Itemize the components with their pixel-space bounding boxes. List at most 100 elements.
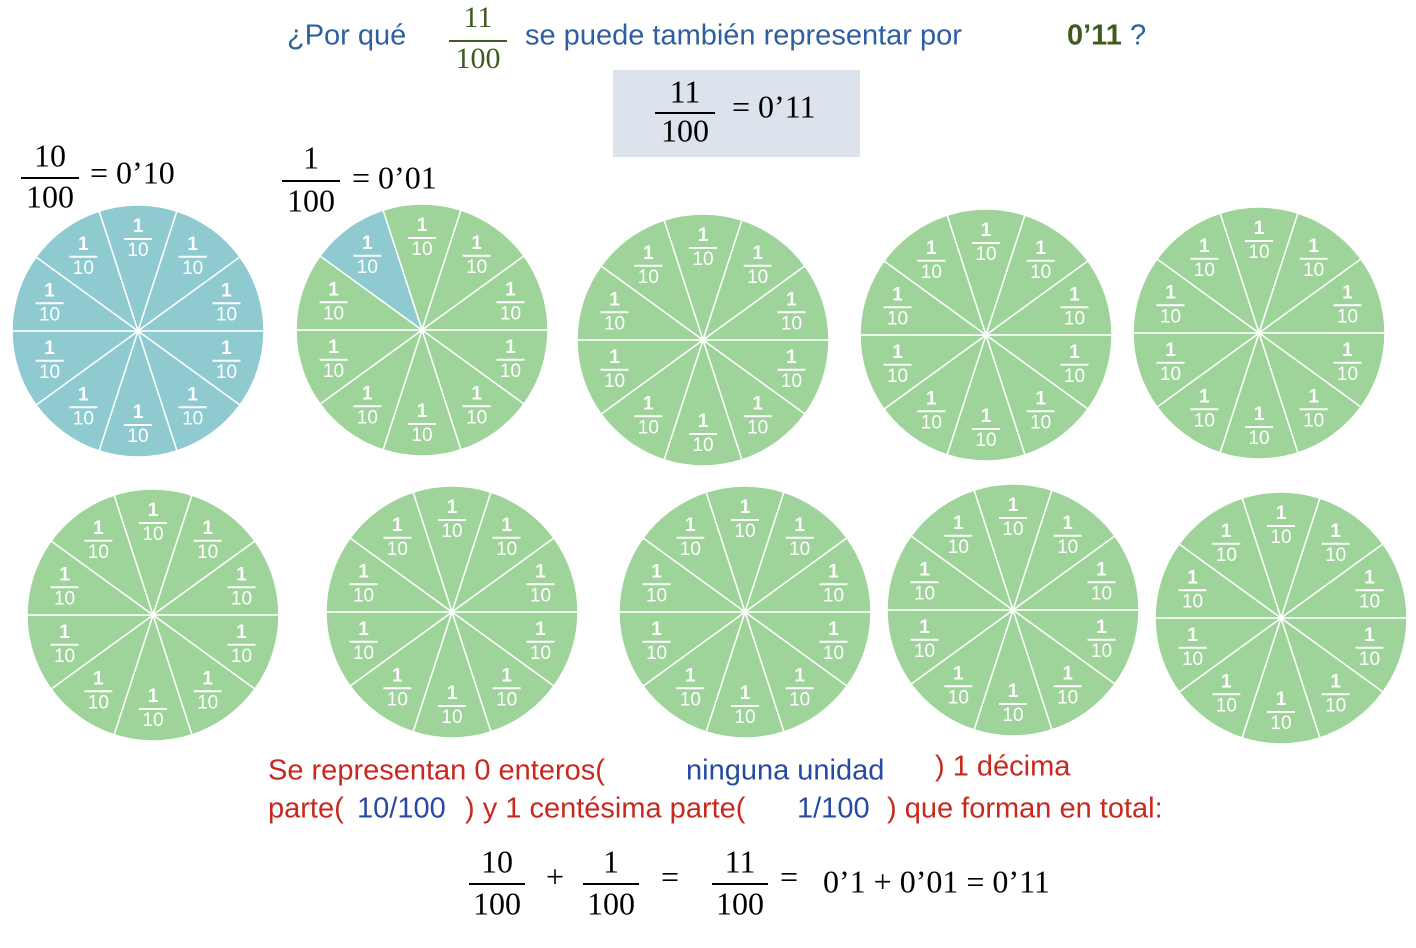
sector-numerator: 1 (685, 515, 696, 536)
sector-denominator: 10 (680, 689, 701, 710)
sector-denominator: 10 (142, 524, 163, 545)
sector-denominator: 10 (1194, 410, 1215, 431)
sector-numerator: 1 (1364, 625, 1375, 646)
sector-denominator: 10 (54, 646, 75, 667)
sector (1178, 497, 1283, 620)
sector-numerator: 1 (417, 215, 428, 236)
sector (113, 488, 193, 618)
sector-numerator: 1 (1069, 284, 1080, 305)
sector-denominator: 10 (1337, 364, 1358, 385)
sector (1132, 257, 1262, 334)
sector (1219, 330, 1299, 460)
sector (50, 613, 155, 736)
sector-numerator: 1 (953, 513, 964, 534)
sector (576, 339, 706, 416)
sector-denominator: 10 (914, 583, 935, 604)
sector (886, 609, 1016, 686)
sector (325, 611, 455, 688)
sector-denominator: 10 (231, 646, 252, 667)
denominator: 100 (26, 178, 74, 214)
denominator: 100 (587, 885, 635, 921)
sector (420, 328, 525, 451)
sector (705, 609, 785, 739)
sector (382, 203, 462, 333)
sector-numerator: 1 (1342, 282, 1353, 303)
sector (1279, 497, 1384, 620)
sector-numerator: 1 (1276, 503, 1287, 524)
sector-numerator: 1 (221, 280, 232, 301)
sector-denominator: 10 (466, 257, 487, 278)
sector-numerator: 1 (202, 518, 213, 539)
sector (1279, 616, 1384, 739)
sector (136, 210, 241, 333)
sector (1241, 491, 1321, 621)
sector-denominator: 10 (353, 643, 374, 664)
sector-denominator: 10 (1182, 591, 1203, 612)
sector (98, 328, 178, 458)
sector (984, 214, 1089, 337)
sector-denominator: 10 (216, 362, 237, 383)
sector-numerator: 1 (148, 686, 159, 707)
sector-numerator: 1 (1221, 521, 1232, 542)
sector (449, 611, 579, 688)
sector (26, 539, 156, 616)
sector-numerator: 1 (1276, 689, 1287, 710)
sector (419, 254, 549, 331)
sector-denominator: 10 (500, 303, 521, 324)
sector (1154, 542, 1284, 619)
equation-text: 0’1 + 0’01 = 0’11 (823, 863, 1050, 899)
sector (1154, 617, 1284, 694)
sector-numerator: 1 (236, 564, 247, 585)
sector (1011, 489, 1116, 612)
sector-denominator: 10 (781, 313, 802, 334)
sector (701, 219, 806, 342)
sector (420, 209, 525, 332)
sector-denominator: 10 (747, 267, 768, 288)
wheel: 1 10 1 10 1 10 1 10 1 10 1 10 1 10 1 10 1 10 1 10 (618, 485, 872, 739)
sector-numerator: 1 (643, 393, 654, 414)
sector-denominator: 10 (1002, 519, 1023, 540)
sector-denominator: 10 (496, 689, 517, 710)
sector-numerator: 1 (698, 411, 709, 432)
wheel: 1 10 1 10 1 10 1 10 1 10 1 10 1 10 1 10 1 10 1 10 (886, 483, 1140, 737)
sector-numerator: 1 (651, 619, 662, 640)
sector-denominator: 10 (323, 361, 344, 382)
numerator: 1 (603, 843, 619, 879)
sector-denominator: 10 (692, 249, 713, 270)
sector (700, 264, 830, 341)
sector-denominator: 10 (789, 689, 810, 710)
sector (600, 338, 705, 461)
sector-numerator: 1 (740, 683, 751, 704)
sector-denominator: 10 (1057, 687, 1078, 708)
sector (1010, 534, 1140, 611)
sector-numerator: 1 (919, 559, 930, 580)
sector-numerator: 1 (1364, 567, 1375, 588)
sector (1241, 615, 1321, 745)
sector-denominator: 10 (692, 435, 713, 456)
sector-numerator: 1 (1008, 681, 1019, 702)
sector-denominator: 10 (680, 539, 701, 560)
sector-numerator: 1 (1096, 559, 1107, 580)
sector-numerator: 1 (447, 497, 458, 518)
sector-numerator: 1 (926, 238, 937, 259)
sector-numerator: 1 (362, 383, 373, 404)
sector (98, 204, 178, 334)
sector-denominator: 10 (127, 240, 148, 261)
sector-numerator: 1 (1221, 671, 1232, 692)
denominator: 100 (661, 112, 709, 148)
sector (973, 483, 1053, 613)
sector-denominator: 10 (921, 412, 942, 433)
sector-denominator: 10 (1064, 366, 1085, 387)
sector-denominator: 10 (323, 303, 344, 324)
sector-numerator: 1 (953, 663, 964, 684)
sector (419, 329, 549, 406)
sector-denominator: 10 (638, 267, 659, 288)
sector-denominator: 10 (530, 585, 551, 606)
sector (705, 485, 785, 615)
numerator: 11 (464, 1, 493, 34)
sector-numerator: 1 (1062, 513, 1073, 534)
explanation-text: ninguna unidad (686, 755, 884, 787)
sector-numerator: 1 (786, 289, 797, 310)
sector-numerator: 1 (981, 220, 992, 241)
sector-denominator: 10 (496, 539, 517, 560)
